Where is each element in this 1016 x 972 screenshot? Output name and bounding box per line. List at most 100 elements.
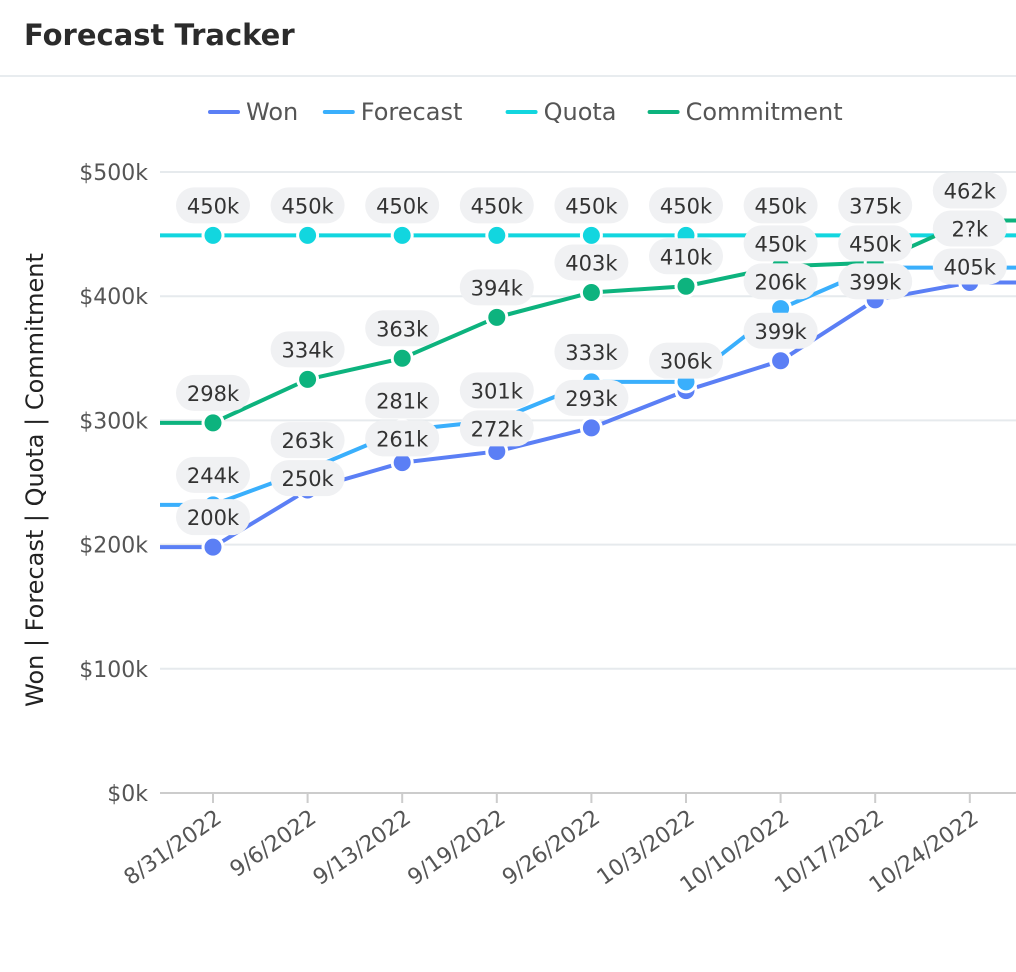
data-label-bg [838,263,913,300]
data-label-won: 399k [754,320,807,344]
data-label-bg [459,372,534,409]
data-point-quota [201,223,225,247]
data-point-commitment [296,367,320,391]
data-label-bg [459,187,534,224]
data-point-quota [296,223,320,247]
y-tick-label: $200k [79,534,148,559]
data-label-commitment: 334k [281,338,334,362]
data-label-commitment: 450k [754,232,807,256]
data-label-quota: 450k [565,194,618,218]
data-label-quota: 450k [376,194,429,218]
data-point-won [201,535,225,559]
data-label-won: 272k [471,417,524,441]
data-label-quota: 450k [471,194,524,218]
y-tick-label: $300k [79,409,148,434]
data-label-commitment: 462k [944,179,997,203]
data-label-quota: 450k [187,194,240,218]
data-label-bg [365,310,440,347]
data-label-bg [649,342,723,379]
data-label-bg [365,420,440,457]
data-label-bg [270,422,345,459]
data-point-won [579,416,603,440]
data-label-forecast: 263k [281,429,334,453]
data-label-bg [176,456,250,493]
data-point-commitment [485,305,509,329]
data-label-quota: 375k [849,194,902,218]
legend-label-commitment: Commitment [686,98,843,126]
data-label-quota: 450k [660,194,713,218]
data-label-bg [365,382,440,419]
data-label-commitment: 363k [376,317,429,341]
x-tick-label: 8/31/2022 [120,805,227,890]
y-tick-label: $400k [79,285,148,310]
data-label-commitment: 450k [849,232,902,256]
data-label-bg [176,374,250,411]
data-label-bg [554,379,629,416]
data-label-quota: 2?k [951,217,989,241]
data-label-bg [838,225,913,262]
divider [0,75,1016,77]
y-tick-label: $500k [79,161,148,186]
data-label-forecast: 244k [187,464,240,488]
data-label-bg [743,225,818,262]
data-label-forecast: 281k [376,389,429,413]
legend-label-quota: Quota [544,98,617,126]
data-label-won: 250k [281,467,334,491]
x-tick-label: 9/6/2022 [226,805,321,882]
data-label-bg [270,331,345,368]
data-label-won: 399k [849,270,902,294]
data-label-won: 200k [187,506,240,530]
data-point-commitment [579,280,603,304]
data-label-won: 261k [376,427,429,451]
data-label-forecast: 206k [754,270,807,294]
data-label-forecast: 301k [471,379,524,403]
data-label-bg [459,269,534,306]
x-tick-label: 9/26/2022 [498,805,605,890]
x-tick-label: 9/13/2022 [309,805,416,890]
data-point-commitment [390,346,414,370]
x-tick-label: 9/19/2022 [403,805,510,890]
data-label-bg [554,333,629,370]
data-label-won: 306k [660,350,713,374]
legend-label-forecast: Forecast [361,98,463,126]
data-label-commitment: 403k [565,251,618,275]
data-label-bg [176,187,250,224]
data-label-quota: 450k [754,194,807,218]
data-label-commitment: 410k [660,245,713,269]
data-label-commitment: 298k [187,382,240,406]
data-label-commitment: 394k [471,276,524,300]
legend-label-won: Won [246,98,298,126]
data-label-bg [459,410,534,447]
data-label-bg [270,460,345,497]
data-label-bg [649,187,723,224]
data-label-bg [270,187,345,224]
data-point-commitment [201,411,225,435]
data-label-bg [554,187,629,224]
y-tick-label: $0k [107,782,148,807]
chart-title: Forecast Tracker [24,18,295,52]
data-label-bg [743,187,818,224]
data-label-bg [743,312,818,349]
data-label-bg [743,263,818,300]
data-label-bg [838,187,913,224]
data-label-bg [365,187,440,224]
data-point-quota [390,223,414,247]
data-label-won: 405k [944,255,997,279]
data-label-bg [932,248,1007,285]
data-point-won [769,349,793,373]
data-label-bg [176,499,250,536]
data-label-quota: 450k [281,194,334,218]
data-label-bg [932,172,1007,209]
data-label-won: 293k [565,387,618,411]
y-axis-title: Won | Forecast | Quota | Commitment [21,253,49,707]
data-label-forecast: 333k [565,341,618,365]
data-point-quota [485,223,509,247]
data-point-commitment [674,274,698,298]
data-point-quota [579,223,603,247]
data-label-bg [932,210,1007,247]
data-label-bg [649,238,723,275]
y-tick-label: $100k [79,658,148,683]
data-label-bg [554,244,629,281]
